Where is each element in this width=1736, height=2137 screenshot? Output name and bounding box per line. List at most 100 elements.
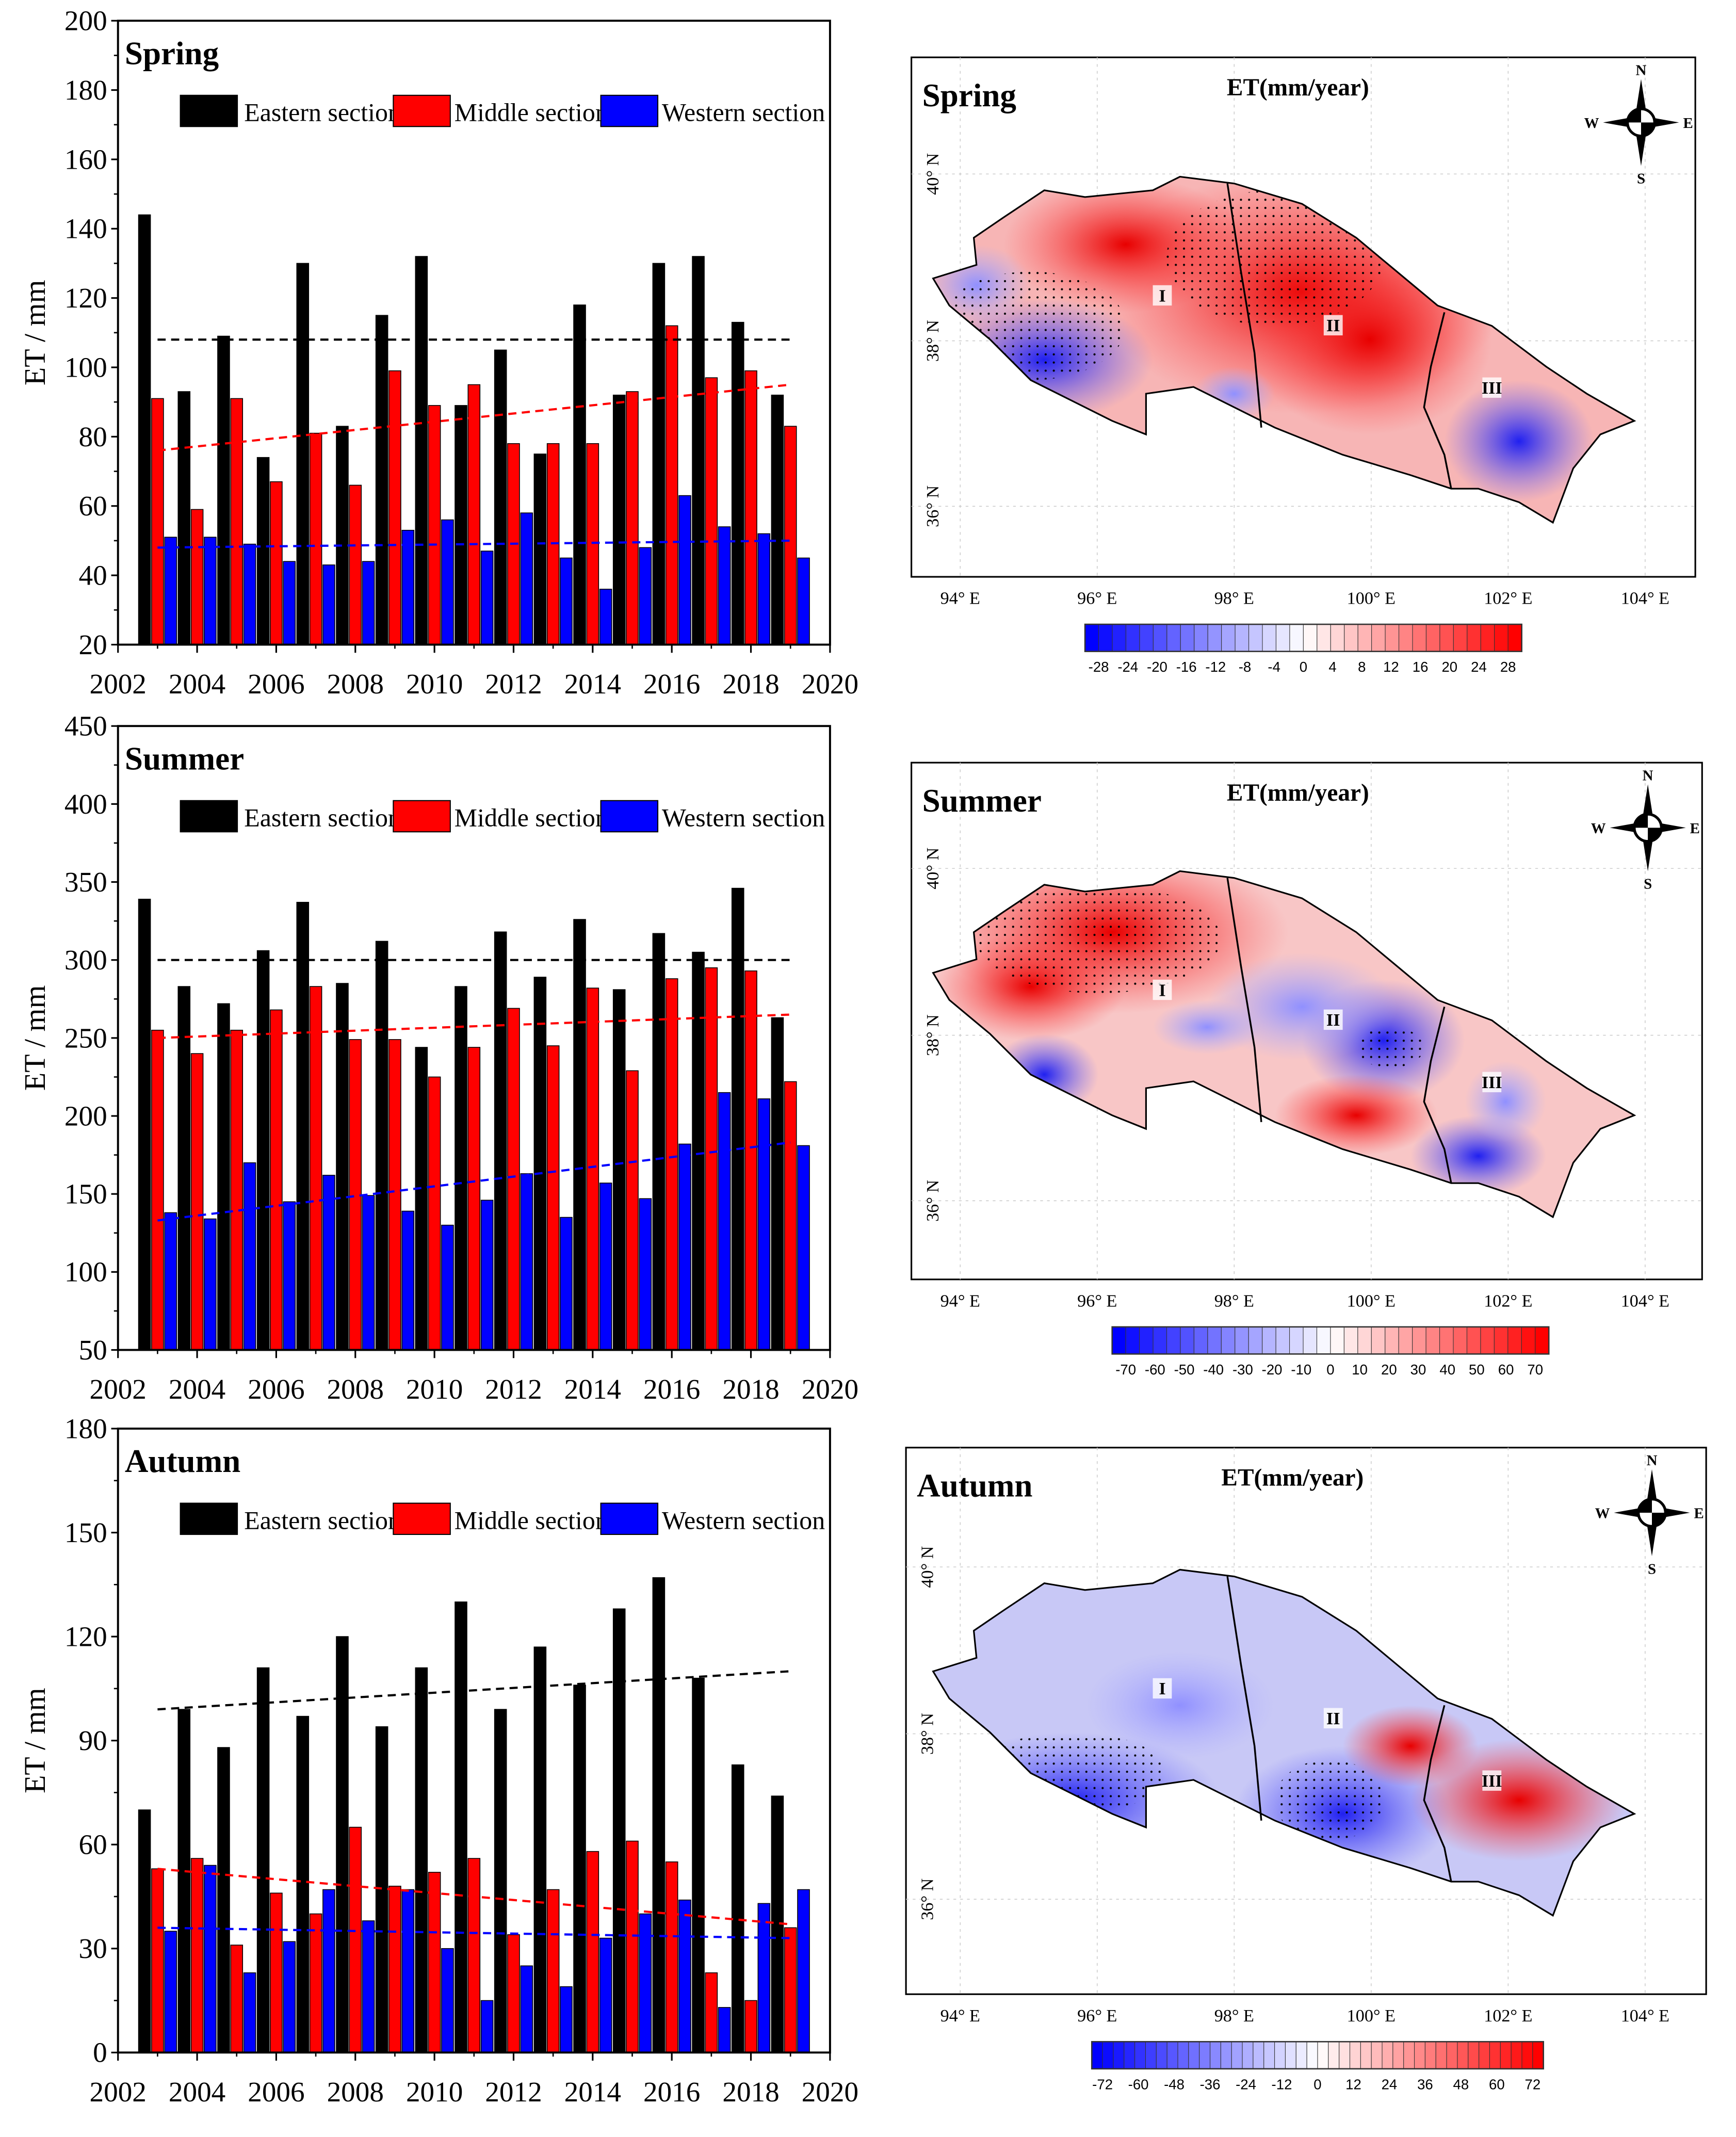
colorbar-bin [1357,624,1372,652]
compass-n: N [1636,62,1647,78]
increase-area [1275,1074,1438,1156]
colorbar-bin [1263,2041,1275,2069]
bar-western-2018 [757,1098,771,1351]
colorbar-bin [1414,2041,1425,2069]
colorbar-tick-label: 60 [1498,1362,1514,1378]
bar-western-2009 [401,1889,415,2053]
region-label-bg [1153,1678,1172,1699]
bar-middle-2003 [151,1029,164,1351]
map-title: Summer [922,783,1042,819]
colorbar-bin [1253,2041,1264,2069]
section-boundary [1423,1705,1452,1882]
colorbar-tick-label: 4 [1328,659,1336,675]
colorbar-bin [1098,624,1113,652]
y-tick-label: 250 [64,1022,107,1054]
colorbar-tick-label: 0 [1300,659,1307,675]
bar-western-2018 [757,1903,771,2053]
y-tick-label: 90 [78,1725,107,1756]
colorbar-tick-label: 28 [1500,659,1516,675]
colorbar-tick-label: 8 [1358,659,1366,675]
region-label: I [1159,286,1165,305]
colorbar-bin [1494,624,1508,652]
bar-eastern-2009 [375,1726,388,2053]
colorbar-bin [1424,2041,1436,2069]
bar-eastern-2011 [455,1601,467,2053]
colorbar-bin [1343,1326,1358,1354]
colorbar-tick-label: 72 [1525,2076,1541,2092]
colorbar-bin [1330,624,1345,652]
legend-label: Eastern section [244,1506,401,1535]
bar-western-2014 [599,1183,612,1351]
lat-label: 38° N [923,1014,943,1056]
x-tick-label: 2020 [802,2076,858,2108]
region-label: II [1326,1011,1340,1030]
bar-middle-2007 [309,432,322,645]
bar-western-2017 [718,1092,731,1351]
y-tick-label: 60 [78,1829,107,1860]
colorbar-tick-label: -48 [1164,2076,1185,2092]
lat-label: 40° N [923,153,943,195]
colorbar-bin [1177,2041,1189,2069]
bar-western-2017 [718,2007,731,2053]
region-label-bg [1323,315,1343,336]
trend-line-middle [157,1013,791,1039]
x-tick-label: 2016 [643,668,700,700]
bar-western-2004 [204,537,217,645]
colorbar-bin [1084,624,1099,652]
bar-middle-2017 [705,1972,718,2053]
y-tick-label: 100 [64,351,107,383]
region-label-bg [1323,1708,1343,1728]
trend-line-eastern [157,1670,791,1711]
bar-western-2009 [401,1210,415,1351]
x-tick-label: 2004 [169,1373,225,1405]
lon-label: 100° E [1347,2006,1396,2026]
colorbar-tick-label: -20 [1147,659,1167,675]
map-title: Spring [922,77,1016,114]
x-tick-label: 2008 [327,2076,384,2108]
x-tick-label: 2002 [90,1373,147,1405]
colorbar-tick-label: -12 [1205,659,1226,675]
colorbar-bin [1125,624,1140,652]
bar-middle-2013 [546,1045,560,1351]
bar-western-2008 [362,1920,375,2053]
colorbar-tick-label: 20 [1441,659,1457,675]
bar-eastern-2012 [494,931,507,1351]
region-label: I [1159,1679,1165,1698]
colorbar-tick-label: -10 [1291,1362,1311,1378]
colorbar-bin [1295,2041,1307,2069]
significance-stipple [1356,1027,1424,1068]
compass-quadrants [1638,1499,1666,1527]
bar-eastern-2006 [256,457,270,645]
y-tick-label: 140 [64,213,107,245]
y-axis-label: ET / mm [18,1688,52,1793]
bar-western-2007 [322,1175,335,1351]
lon-label: 102° E [1484,1291,1532,1310]
compass-icon [1614,1469,1690,1557]
colorbar-tick-label: -20 [1262,1362,1283,1378]
colorbar-bin [1330,1326,1344,1354]
bar-western-2017 [718,526,731,645]
y-tick-label: 20 [78,629,107,660]
bar-eastern-2014 [573,919,586,1351]
y-axis-label: ET / mm [18,985,52,1091]
compass-s: S [1648,1561,1656,1577]
colorbar-bin [1235,1326,1249,1354]
x-tick-label: 2004 [169,668,225,700]
chart-autumn: 0 30 60 90 120 150 180 2002 2004 2006 2008 2010 2012… [18,1413,858,2108]
legend-label: Eastern section [244,803,401,832]
colorbar-tick-label: 70 [1527,1362,1543,1378]
bar-eastern-2005 [217,335,230,645]
colorbar-tick-label: 60 [1489,2076,1505,2092]
section-boundary [1423,312,1452,489]
colorbar-bin [1317,624,1331,652]
colorbar-bin [1199,2041,1211,2069]
decrease-area [1085,1651,1275,1760]
significance-stipple [1166,190,1384,326]
x-tick-label: 2016 [643,2076,700,2108]
section-boundary [1226,1576,1262,1821]
bar-middle-2013 [546,1889,560,2053]
colorbar-bin [1113,2041,1125,2069]
x-tick-label: 2010 [406,1373,463,1405]
x-tick-label: 2014 [564,2076,621,2108]
